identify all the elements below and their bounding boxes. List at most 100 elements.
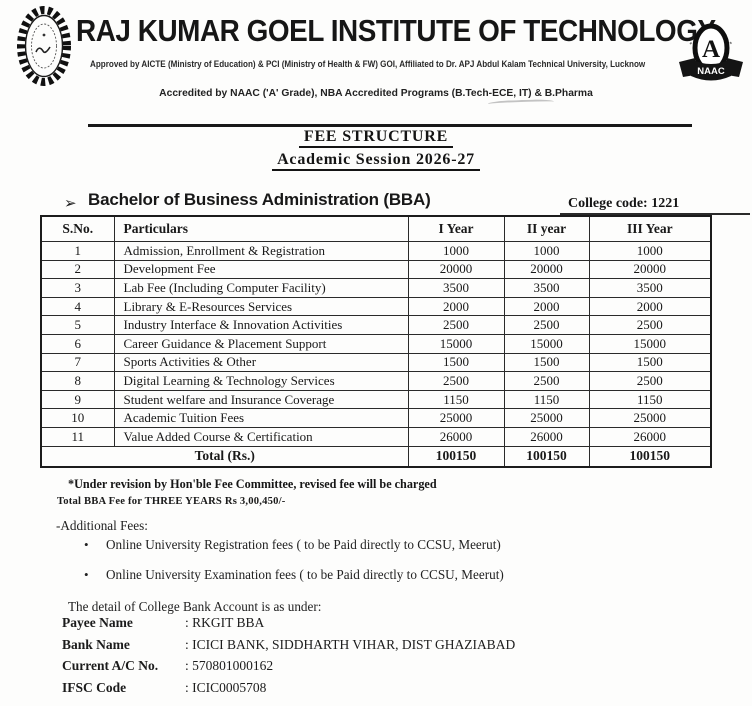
total-fee-note: Total BBA Fee for THREE YEARS Rs 3,00,45… bbox=[57, 496, 286, 507]
total-year2: 100150 bbox=[503, 445, 590, 468]
bank-detail-label: Bank Name bbox=[62, 637, 130, 652]
fee-cell-sno: 5 bbox=[40, 315, 115, 335]
fee-cell-year1: 20000 bbox=[407, 259, 505, 280]
fee-cell-year2: 3500 bbox=[503, 278, 590, 298]
fee-cell-sno: 3 bbox=[40, 278, 115, 298]
fee-cell-sno: 9 bbox=[40, 389, 115, 410]
fee-cell-year1: 2500 bbox=[407, 371, 505, 391]
fee-cell-year2: 1150 bbox=[503, 389, 590, 410]
fee-cell-year2: 20000 bbox=[503, 259, 590, 280]
bank-detail-row: IFSC Code: ICIC0005708 bbox=[62, 680, 266, 696]
accreditation-line: Accredited by NAAC ('A' Grade), NBA Accr… bbox=[159, 88, 593, 99]
fee-cell-year1: 1500 bbox=[407, 352, 505, 373]
fee-table-row: 7 Sports Activities & Other 1500 1500 1500 bbox=[40, 352, 712, 373]
fee-cell-year3: 3500 bbox=[588, 278, 712, 298]
fee-cell-particulars: Sports Activities & Other bbox=[113, 352, 409, 373]
fee-cell-particulars: Development Fee bbox=[113, 259, 409, 280]
fee-cell-year3: 2000 bbox=[588, 296, 712, 317]
additional-fee-text: Online University Registration fees ( to… bbox=[106, 537, 501, 552]
bullet-icon: • bbox=[84, 567, 89, 582]
fee-cell-particulars: Admission, Enrollment & Registration bbox=[113, 241, 409, 261]
fee-cell-year2: 2000 bbox=[503, 296, 590, 317]
fee-cell-particulars: Library & E-Resources Services bbox=[113, 296, 409, 317]
institute-seal-icon bbox=[16, 6, 72, 91]
doc-title: FEE STRUCTURE bbox=[298, 128, 454, 148]
fee-cell-year3: 2500 bbox=[588, 371, 712, 391]
fee-cell-year2: 26000 bbox=[503, 426, 590, 447]
institute-name: RAJ KUMAR GOEL INSTITUTE OF TECHNOLOGY bbox=[76, 13, 716, 48]
naac-badge-icon: A NAAC bbox=[676, 18, 746, 99]
total-label: Total (Rs.) bbox=[40, 445, 409, 468]
revision-note: *Under revision by Hon'ble Fee Committee… bbox=[68, 477, 437, 491]
col-header-sno: S.No. bbox=[40, 215, 115, 242]
fee-cell-sno: 11 bbox=[40, 426, 115, 447]
doc-subtitle: Academic Session 2026-27 bbox=[272, 151, 480, 171]
fee-table-row: 4 Library & E-Resources Services 2000 2000 2… bbox=[40, 296, 712, 317]
fee-cell-year3: 15000 bbox=[588, 333, 712, 354]
total-year1: 100150 bbox=[407, 445, 505, 468]
fee-cell-sno: 7 bbox=[40, 352, 115, 373]
fee-cell-year2: 15000 bbox=[503, 333, 590, 354]
total-year3: 100150 bbox=[588, 445, 712, 468]
fee-cell-particulars: Academic Tuition Fees bbox=[113, 408, 409, 428]
fee-cell-year3: 25000 bbox=[588, 408, 712, 428]
fee-cell-sno: 10 bbox=[40, 408, 115, 428]
fee-cell-year1: 3500 bbox=[407, 278, 505, 298]
bank-detail-row: Payee Name: RKGIT BBA bbox=[62, 615, 264, 631]
fee-cell-year2: 25000 bbox=[503, 408, 590, 428]
fee-cell-year1: 2000 bbox=[407, 296, 505, 317]
fee-cell-sno: 4 bbox=[40, 296, 115, 317]
additional-fee-item: • Online University Registration fees ( t… bbox=[84, 537, 501, 553]
fee-cell-year3: 20000 bbox=[588, 259, 712, 280]
fee-table-row: 10 Academic Tuition Fees 25000 25000 25000 bbox=[40, 408, 712, 428]
scan-smudge bbox=[487, 98, 555, 109]
col-header-particulars: Particulars bbox=[113, 215, 409, 242]
fee-table-body: 1 Admission, Enrollment & Registration 100… bbox=[40, 241, 712, 447]
col-header-year3: III Year bbox=[588, 215, 712, 242]
fee-table-row: 11 Value Added Course & Certification 2600… bbox=[40, 426, 712, 447]
bank-detail-label: Payee Name bbox=[62, 615, 133, 630]
bank-detail-label: IFSC Code bbox=[62, 680, 127, 695]
fee-table-row: 8 Digital Learning & Technology Services 2… bbox=[40, 371, 712, 391]
fee-cell-sno: 2 bbox=[40, 259, 115, 280]
bank-detail-row: Current A/C No. : 570801000162 bbox=[62, 658, 273, 674]
fee-cell-year2: 2500 bbox=[503, 371, 590, 391]
fee-cell-year2: 1000 bbox=[503, 241, 590, 261]
fee-cell-particulars: Industry Interface & Innovation Activiti… bbox=[113, 315, 409, 335]
bank-details-intro: The detail of College Bank Account is as… bbox=[68, 599, 322, 614]
fee-cell-sno: 1 bbox=[40, 241, 115, 261]
fee-table: S.No. Particulars I Year II year III Yea… bbox=[40, 215, 712, 468]
fee-cell-particulars: Lab Fee (Including Computer Facility) bbox=[113, 278, 409, 298]
fee-cell-year1: 2500 bbox=[407, 315, 505, 335]
fee-cell-year2: 2500 bbox=[503, 315, 590, 335]
bullet-icon: • bbox=[84, 537, 89, 552]
fee-cell-year1: 26000 bbox=[407, 426, 505, 447]
fee-table-row: 3 Lab Fee (Including Computer Facility) 35… bbox=[40, 278, 712, 298]
fee-table-header-row: S.No. Particulars I Year II year III Yea… bbox=[40, 215, 712, 242]
fee-cell-year1: 15000 bbox=[407, 333, 505, 354]
fee-cell-year1: 1150 bbox=[407, 389, 505, 410]
fee-table-row: 9 Student welfare and Insurance Coverage 1… bbox=[40, 389, 712, 410]
fee-cell-particulars: Digital Learning & Technology Services bbox=[113, 371, 409, 391]
fee-cell-year1: 1000 bbox=[407, 241, 505, 261]
bank-detail-value: : 570801000162 bbox=[185, 658, 274, 673]
fee-cell-year3: 1150 bbox=[588, 389, 712, 410]
fee-cell-year3: 1500 bbox=[588, 352, 712, 373]
fee-table-row: 6 Career Guidance & Placement Support 1500… bbox=[40, 333, 712, 354]
document-titles: FEE STRUCTURE Academic Session 2026-27 bbox=[0, 128, 752, 171]
bank-detail-value: : ICICI BANK, SIDDHARTH VIHAR, DIST GHAZ… bbox=[185, 637, 516, 652]
fee-table-row: 1 Admission, Enrollment & Registration 100… bbox=[40, 241, 712, 261]
col-header-year2: II year bbox=[503, 215, 590, 242]
approval-line: Approved by AICTE (Ministry of Education… bbox=[90, 59, 646, 69]
fee-cell-sno: 8 bbox=[40, 371, 115, 391]
fee-cell-year3: 2500 bbox=[588, 315, 712, 335]
bank-detail-label: Current A/C No. bbox=[62, 658, 159, 673]
arrow-marker-icon: ➢ bbox=[64, 196, 77, 212]
additional-fee-item: • Online University Examination fees ( to… bbox=[84, 567, 504, 583]
additional-fees-label: -Additional Fees: bbox=[56, 518, 148, 533]
college-code: College code: 1221 bbox=[568, 196, 680, 211]
naac-badge-label: NAAC bbox=[697, 66, 725, 77]
additional-fee-text: Online University Examination fees ( to … bbox=[106, 567, 504, 582]
program-name: Bachelor of Business Administration (BBA… bbox=[88, 190, 431, 209]
